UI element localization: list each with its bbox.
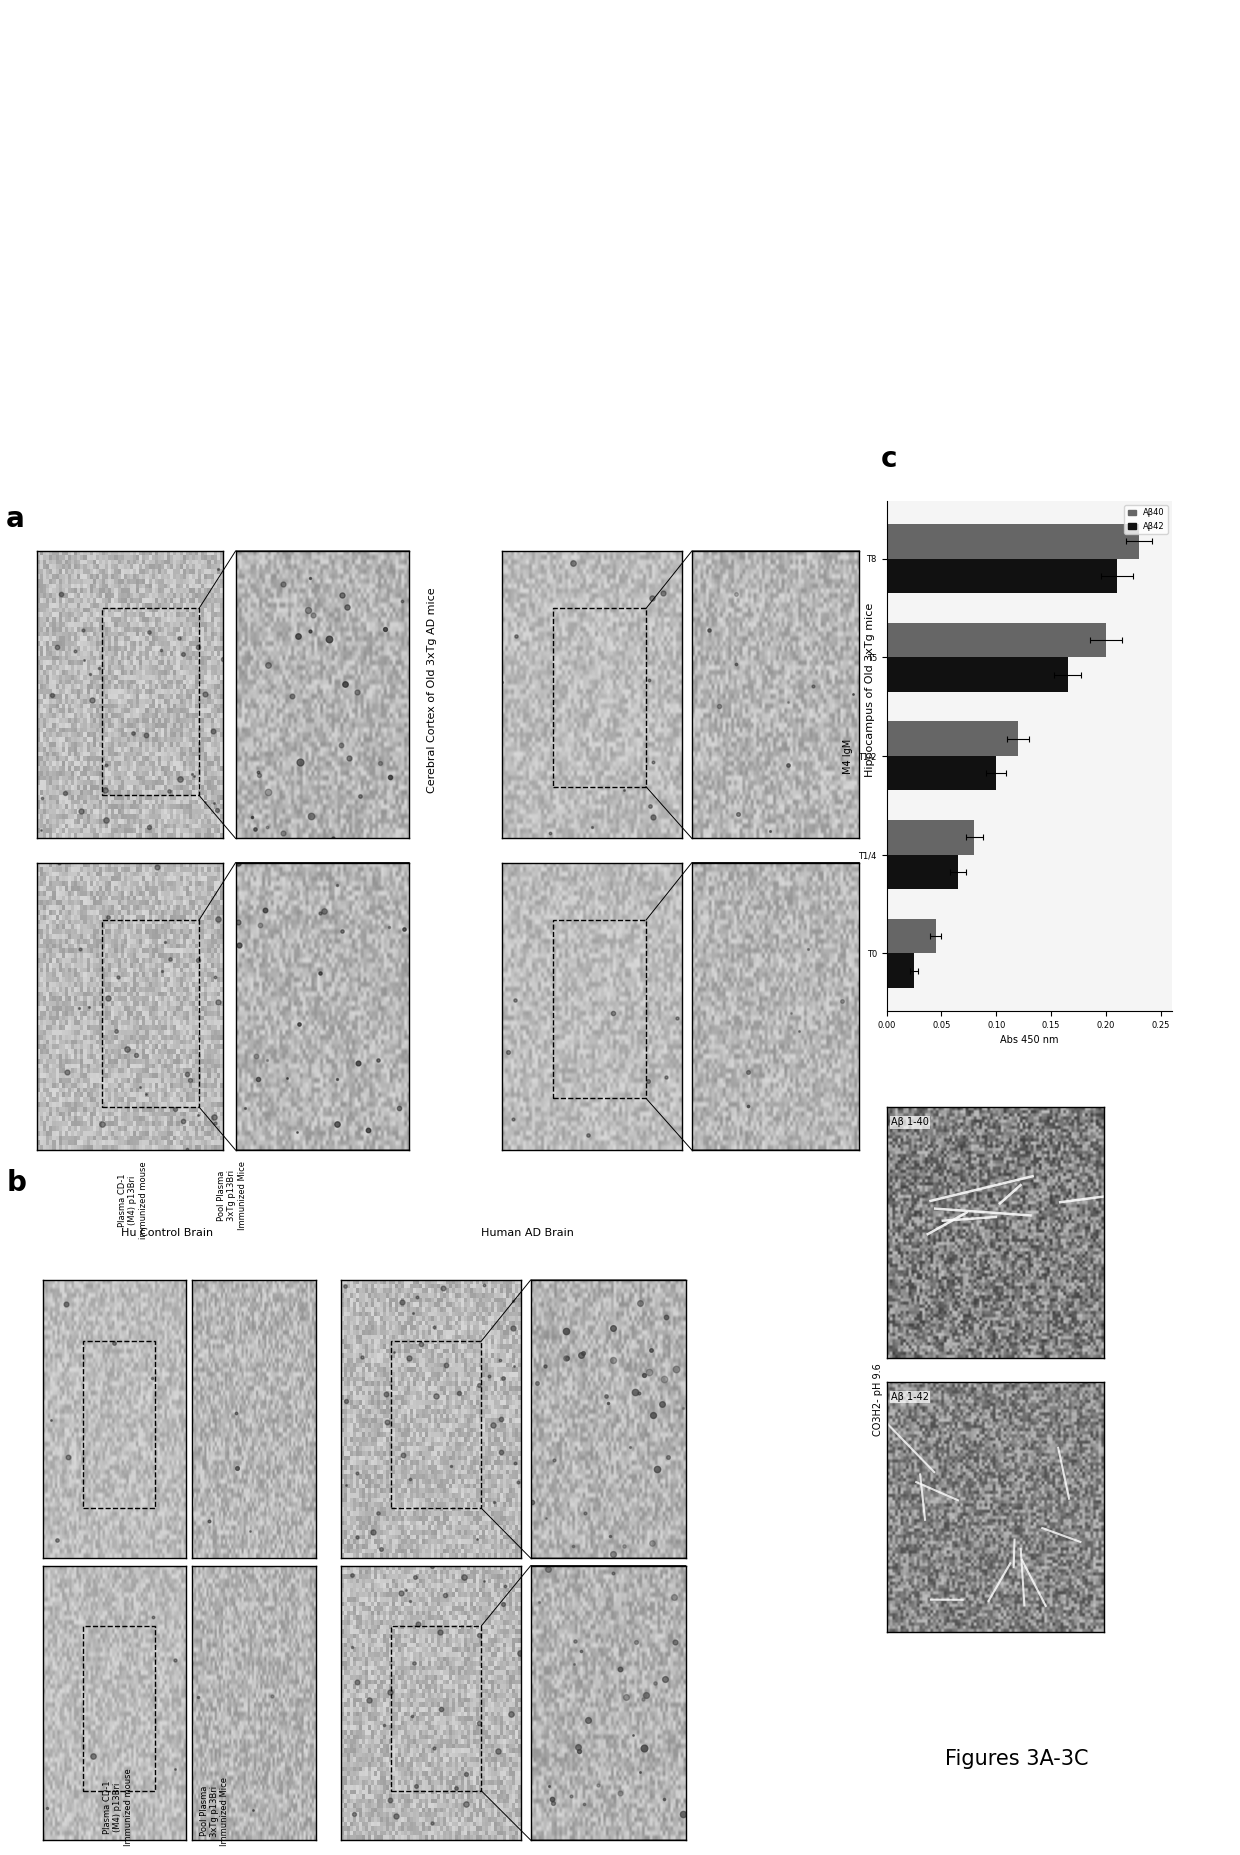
Text: Figures 3A-3C: Figures 3A-3C	[945, 1749, 1089, 1768]
Text: Hu Control Brain: Hu Control Brain	[122, 1228, 213, 1237]
Text: CO3H2- pH 9.6: CO3H2- pH 9.6	[873, 1363, 883, 1436]
Bar	[887, 757, 996, 790]
Bar	[887, 623, 1106, 657]
Bar	[887, 722, 1018, 757]
Bar	[887, 657, 1068, 692]
Text: Plasma CD-1
(M4) p13Bri
Immunized mouse: Plasma CD-1 (M4) p13Bri Immunized mouse	[103, 1768, 133, 1846]
Text: a: a	[6, 505, 25, 532]
X-axis label: Abs 450 nm: Abs 450 nm	[999, 1035, 1059, 1044]
Text: Cerebral Cortex of Old 3xTg AD mice: Cerebral Cortex of Old 3xTg AD mice	[427, 588, 436, 792]
Bar	[102, 920, 198, 1107]
Text: Plasma CD-1
(M4) p13Bri
immunized mouse: Plasma CD-1 (M4) p13Bri immunized mouse	[118, 1161, 148, 1239]
Bar	[102, 608, 198, 796]
Bar	[887, 918, 936, 953]
Text: b: b	[6, 1169, 26, 1196]
Bar	[887, 820, 975, 855]
Bar	[887, 523, 1138, 558]
Text: Aβ 1-42: Aβ 1-42	[890, 1391, 929, 1402]
Text: Aβ 1-40: Aβ 1-40	[890, 1117, 929, 1128]
Bar	[83, 1341, 155, 1508]
Bar	[83, 1627, 155, 1790]
Bar	[553, 608, 646, 787]
Bar	[887, 855, 957, 889]
Bar	[887, 953, 914, 987]
Bar	[887, 558, 1117, 594]
Bar	[392, 1627, 481, 1790]
Bar	[553, 920, 646, 1098]
Text: Pool Plasma
3xTg p13Bri
Immunized Mice: Pool Plasma 3xTg p13Bri Immunized Mice	[217, 1161, 247, 1230]
Bar	[392, 1341, 481, 1508]
Legend: Aβ40, Aβ42: Aβ40, Aβ42	[1125, 505, 1168, 534]
Text: Hippocampus of Old 3xTg mice: Hippocampus of Old 3xTg mice	[866, 603, 875, 777]
Text: Human AD Brain: Human AD Brain	[481, 1228, 573, 1237]
Text: c: c	[880, 445, 897, 473]
Y-axis label: M4 IgM: M4 IgM	[843, 738, 853, 774]
Text: Pool Plasma
3xTg p13Bri
Immunized Mice: Pool Plasma 3xTg p13Bri Immunized Mice	[200, 1777, 229, 1846]
